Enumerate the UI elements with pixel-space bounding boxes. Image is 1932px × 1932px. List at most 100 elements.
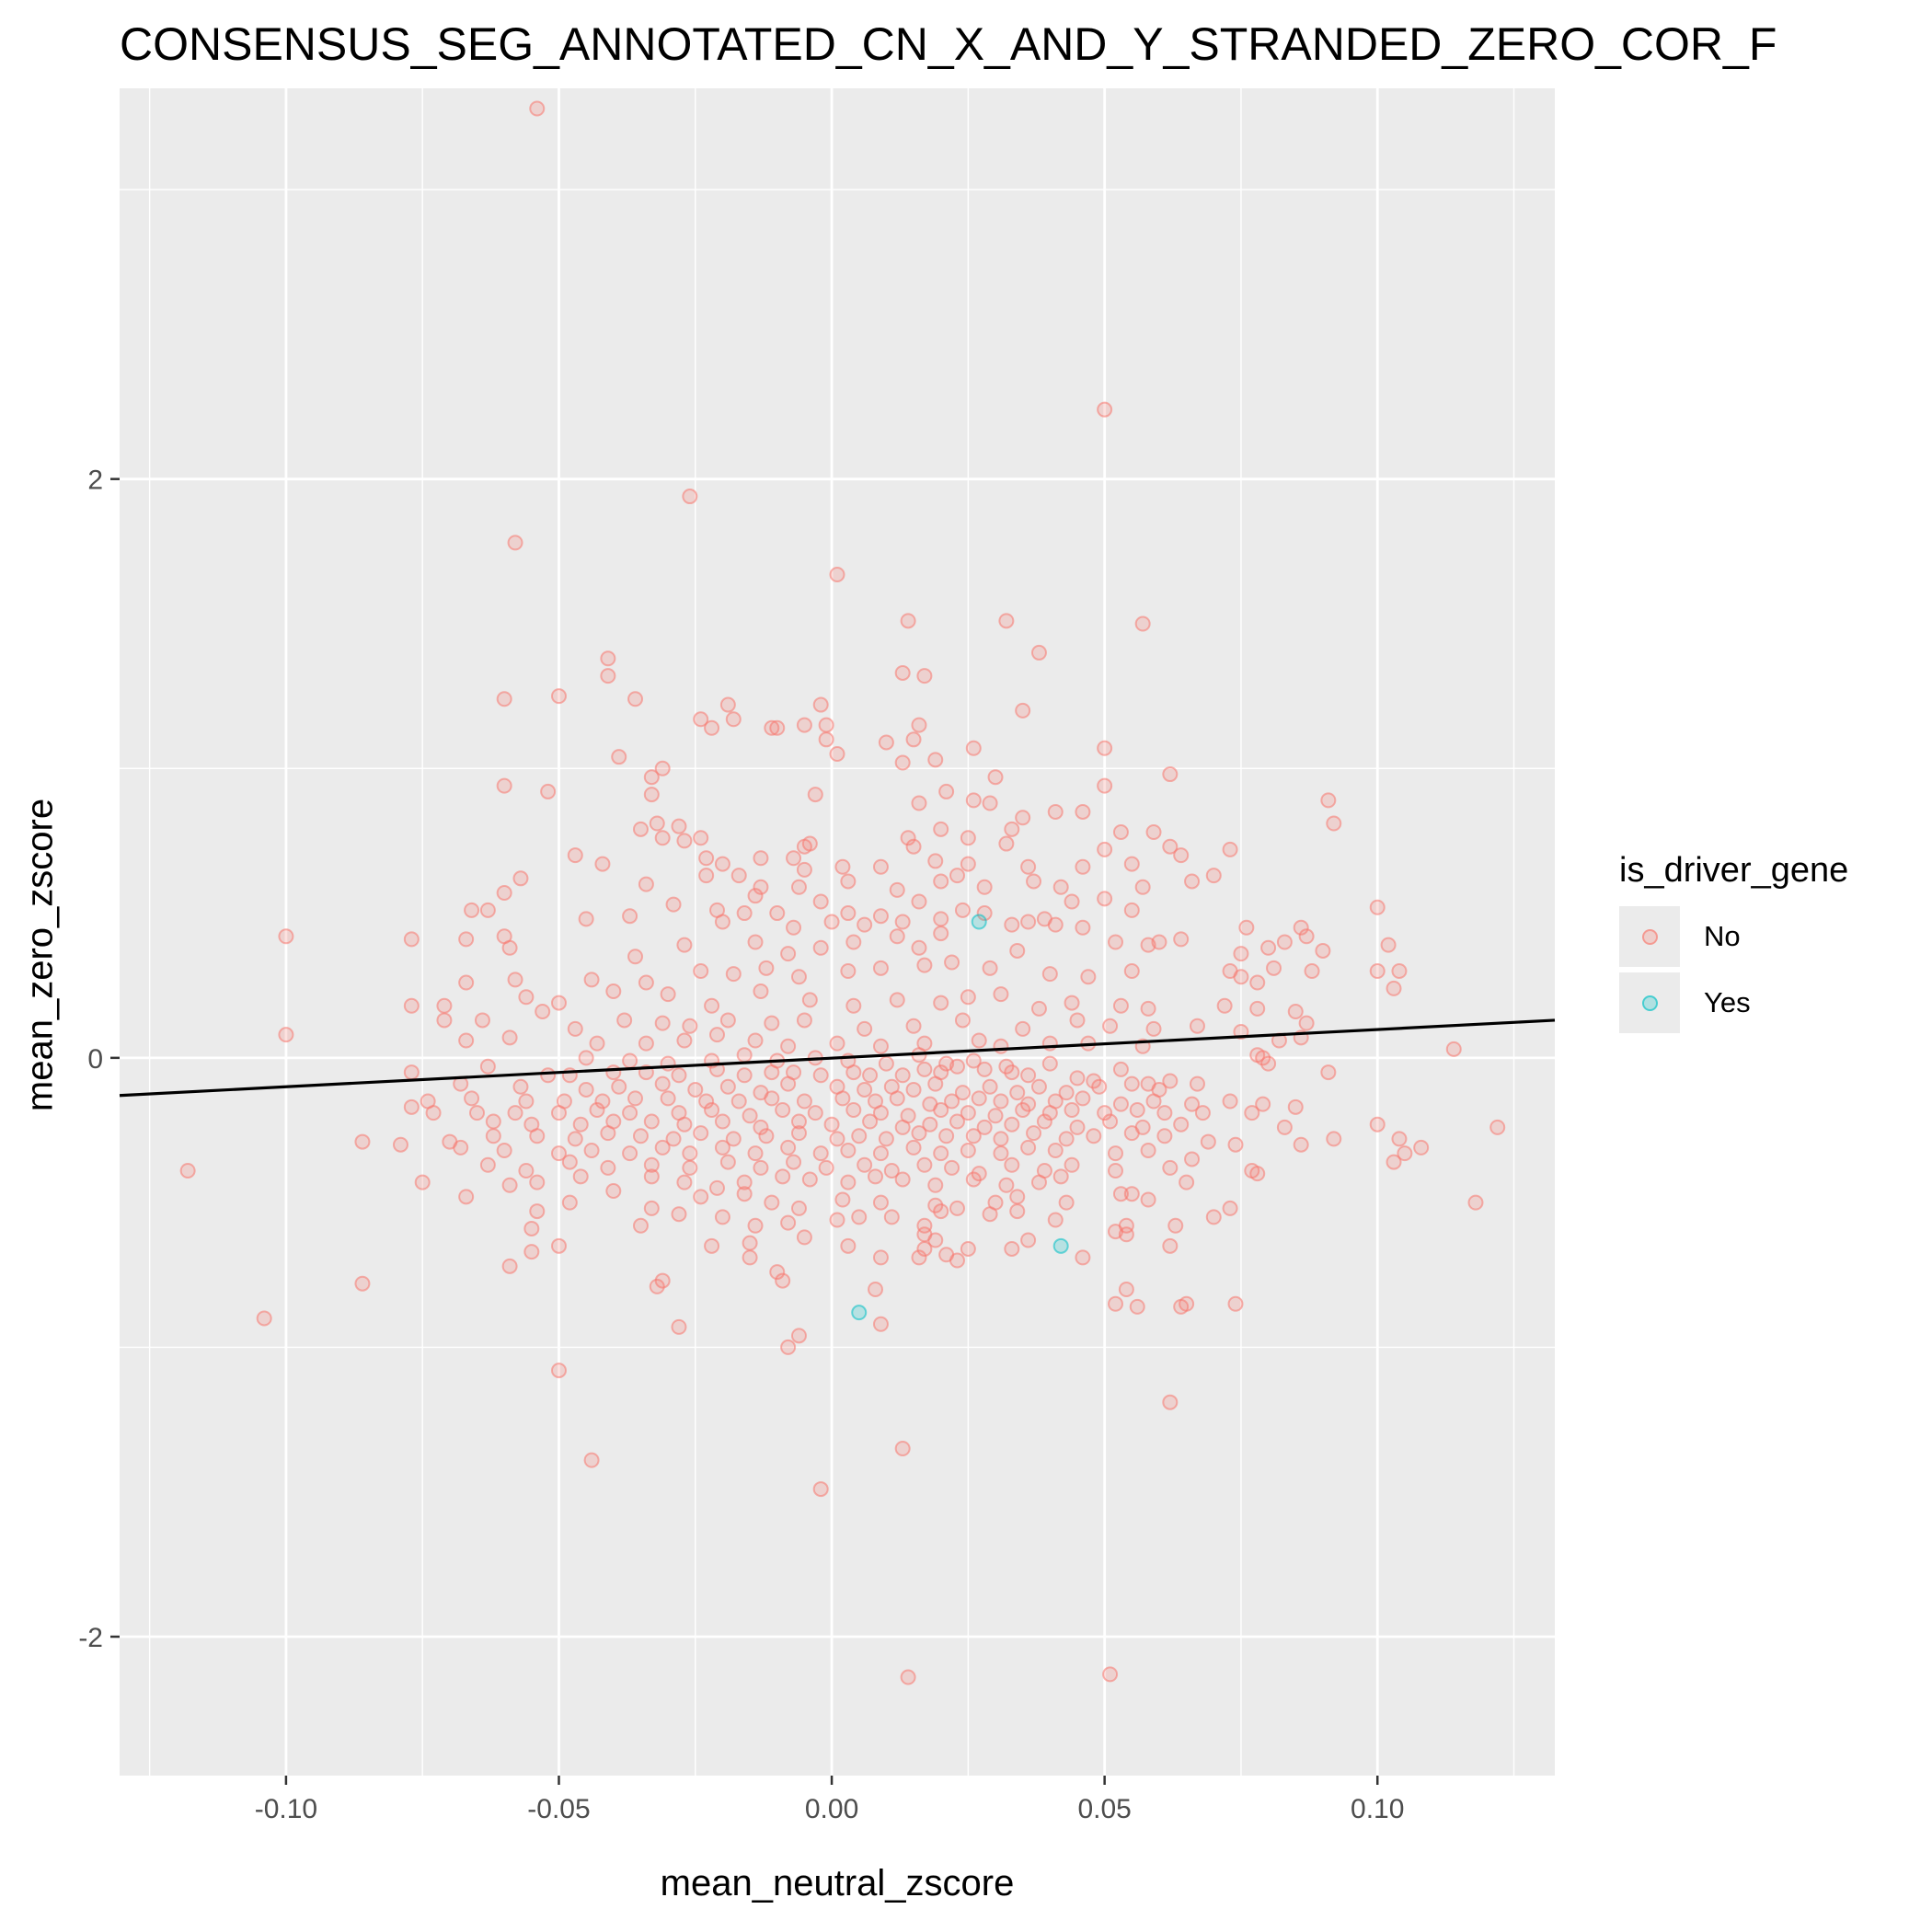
data-point-no bbox=[1069, 1012, 1086, 1029]
y-axis-label: mean_zero_zscore bbox=[19, 798, 61, 1112]
data-point-no bbox=[878, 1131, 894, 1147]
data-point-no bbox=[1266, 960, 1282, 976]
data-point-no bbox=[583, 1143, 600, 1159]
data-point-no bbox=[1189, 1018, 1205, 1034]
legend-marker-yes bbox=[1641, 995, 1658, 1011]
data-point-no bbox=[392, 1136, 408, 1153]
data-point-no bbox=[1162, 766, 1179, 783]
data-point-no bbox=[496, 691, 512, 707]
data-point-no bbox=[905, 1081, 922, 1098]
data-point-no bbox=[665, 1131, 682, 1147]
data-point-no bbox=[704, 719, 720, 736]
data-point-no bbox=[883, 1163, 900, 1179]
data-point-no bbox=[747, 1145, 764, 1162]
data-point-no bbox=[894, 754, 911, 771]
data-point-no bbox=[742, 1235, 758, 1251]
data-point-no bbox=[638, 1035, 654, 1052]
data-point-no bbox=[1293, 1136, 1309, 1153]
data-point-no bbox=[834, 1191, 851, 1208]
data-point-no bbox=[780, 946, 797, 962]
data-point-no bbox=[916, 1240, 933, 1257]
data-points bbox=[179, 100, 1506, 1685]
data-point-no bbox=[507, 972, 523, 988]
data-point-no bbox=[1326, 1131, 1342, 1147]
data-point-no bbox=[1091, 1078, 1108, 1095]
data-point-no bbox=[676, 1174, 693, 1190]
data-point-no bbox=[704, 1101, 720, 1118]
data-point-no bbox=[916, 1061, 933, 1077]
data-point-no bbox=[1030, 1174, 1047, 1190]
data-point-no bbox=[501, 1029, 518, 1046]
data-point-no bbox=[567, 847, 583, 864]
data-point-no bbox=[1064, 893, 1080, 910]
data-point-no bbox=[479, 1058, 496, 1075]
data-point-no bbox=[780, 1339, 797, 1355]
data-point-no bbox=[682, 1145, 698, 1162]
data-point-no bbox=[1222, 841, 1238, 857]
data-point-no bbox=[911, 939, 927, 956]
data-point-no bbox=[829, 1131, 845, 1147]
data-point-no bbox=[1222, 1200, 1238, 1216]
data-point-no bbox=[834, 858, 851, 875]
data-point-no bbox=[812, 696, 829, 713]
y-tick-label: 2 bbox=[87, 466, 103, 496]
data-point-no bbox=[786, 919, 802, 936]
data-point-no bbox=[1255, 1050, 1271, 1066]
data-point-no bbox=[829, 566, 845, 582]
data-point-no bbox=[550, 1363, 567, 1379]
data-point-no bbox=[949, 1113, 965, 1130]
legend-label-yes: Yes bbox=[1704, 986, 1751, 1018]
data-point-no bbox=[453, 1139, 469, 1156]
data-point-no bbox=[911, 1125, 927, 1142]
legend-key-yes bbox=[1619, 972, 1680, 1033]
data-point-no bbox=[840, 1143, 857, 1159]
data-point-no bbox=[790, 969, 807, 985]
data-point-no bbox=[944, 954, 960, 971]
data-point-no bbox=[654, 760, 671, 776]
data-point-no bbox=[998, 613, 1015, 629]
data-point-no bbox=[747, 1217, 764, 1234]
data-point-no bbox=[682, 489, 698, 505]
data-point-no bbox=[1112, 1061, 1129, 1077]
data-point-no bbox=[960, 989, 976, 1006]
data-point-no bbox=[1080, 969, 1097, 985]
data-point-no bbox=[1075, 1249, 1091, 1266]
data-point-no bbox=[1030, 644, 1047, 661]
data-point-no bbox=[872, 1316, 889, 1332]
data-point-no bbox=[179, 1163, 196, 1179]
data-point-no bbox=[982, 1206, 998, 1223]
data-point-no bbox=[1020, 1232, 1037, 1248]
data-point-no bbox=[1162, 1159, 1179, 1176]
data-point-no bbox=[605, 1183, 622, 1200]
data-point-no bbox=[911, 1249, 927, 1266]
data-point-no bbox=[840, 905, 857, 922]
data-point-no bbox=[1112, 1186, 1129, 1202]
data-point-no bbox=[894, 1067, 911, 1084]
data-point-no bbox=[649, 815, 665, 832]
data-point-no bbox=[1205, 1209, 1222, 1225]
data-point-no bbox=[911, 795, 927, 811]
data-point-no bbox=[818, 717, 834, 733]
data-point-no bbox=[764, 719, 780, 736]
data-point-no bbox=[916, 1156, 933, 1173]
data-point-no bbox=[600, 1159, 616, 1176]
data-point-no bbox=[403, 1064, 420, 1081]
data-point-no bbox=[796, 861, 812, 878]
data-point-no bbox=[1075, 1090, 1091, 1107]
data-point-no bbox=[622, 908, 638, 925]
data-point-no bbox=[654, 830, 671, 846]
data-point-no bbox=[660, 1055, 676, 1072]
data-point-no bbox=[1030, 1000, 1047, 1017]
data-point-no bbox=[1102, 1113, 1119, 1130]
data-point-no bbox=[676, 1032, 693, 1049]
data-point-no bbox=[693, 1189, 709, 1205]
data-point-no bbox=[622, 1052, 638, 1069]
data-point-no bbox=[927, 1197, 944, 1213]
data-point-no bbox=[676, 1116, 693, 1133]
data-point-no bbox=[1123, 856, 1140, 872]
data-point-no bbox=[872, 960, 889, 976]
data-point-no bbox=[1129, 1101, 1145, 1118]
data-point-no bbox=[786, 1154, 802, 1170]
data-point-no bbox=[403, 1098, 420, 1115]
data-point-no bbox=[753, 850, 769, 867]
